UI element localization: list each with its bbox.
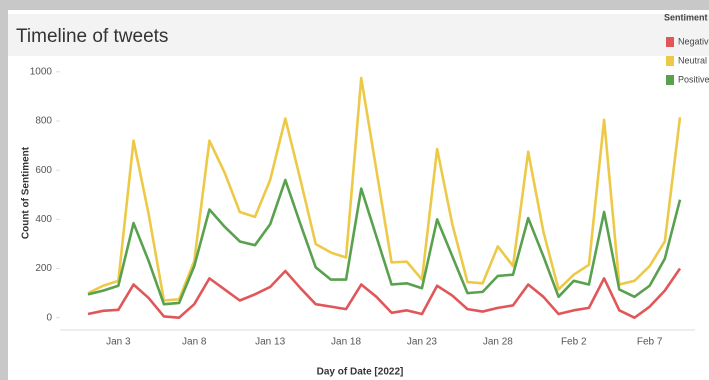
y-tick-label: 0 [46, 312, 52, 323]
x-axis-label: Day of Date [2022] [317, 367, 404, 378]
y-axis-label: Count of Sentiment [21, 146, 32, 239]
legend-title: Sentiment [664, 12, 708, 22]
line-2 [87, 178, 682, 306]
title-bar [8, 14, 709, 56]
panel [8, 10, 709, 380]
x-tick-label: Jan 18 [331, 337, 361, 348]
y-tick-label: 800 [35, 116, 52, 127]
legend-label: Negative [678, 36, 709, 46]
legend-swatch [666, 37, 674, 47]
line-0 [87, 267, 682, 320]
legend-label: Neutral [678, 55, 707, 65]
chart-title: Timeline of tweets [16, 26, 168, 47]
x-tick-label: Jan 28 [483, 337, 513, 348]
line-1 [87, 76, 682, 302]
y-tick-label: 600 [35, 165, 52, 176]
y-tick-label: 200 [35, 263, 52, 274]
y-tick-label: 400 [35, 214, 52, 225]
legend-swatch [666, 75, 674, 85]
x-tick-label: Jan 3 [106, 337, 131, 348]
x-tick-label: Feb 7 [637, 337, 663, 348]
x-tick-label: Jan 13 [255, 337, 285, 348]
x-tick-label: Feb 2 [561, 337, 587, 348]
x-tick-label: Jan 23 [407, 337, 437, 348]
legend-label: Positive [678, 74, 709, 84]
legend-swatch [666, 56, 674, 66]
y-tick-label: 1000 [30, 66, 53, 77]
x-tick-label: Jan 8 [182, 337, 207, 348]
